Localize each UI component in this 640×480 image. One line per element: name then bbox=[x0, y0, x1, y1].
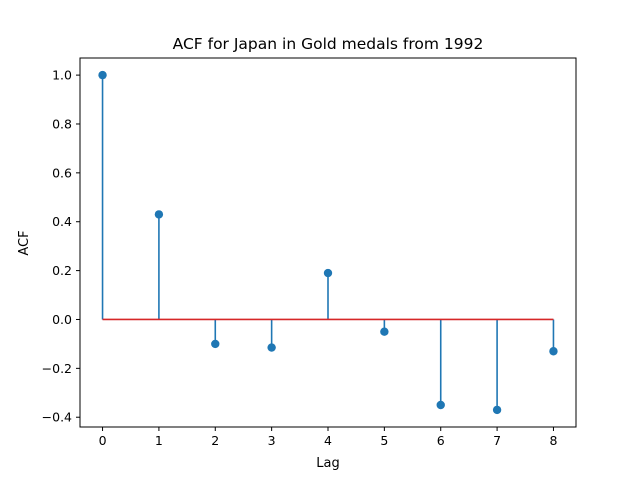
y-tick-label: −0.4 bbox=[42, 410, 72, 425]
stem-marker bbox=[549, 347, 558, 356]
stem-marker bbox=[492, 405, 502, 415]
x-tick-label: 6 bbox=[437, 433, 445, 448]
plot-area: 0 1 2 3 4 5 6 7 8 −0.4 −0.2 0.0 0.2 0.4 0.6 0.8 1.0 bbox=[42, 68, 558, 448]
stem-marker bbox=[98, 70, 107, 80]
y-tick-label: 0.0 bbox=[52, 312, 72, 327]
x-tick-label: 4 bbox=[324, 433, 332, 448]
x-tick-label: 5 bbox=[380, 433, 388, 448]
stem-marker bbox=[323, 268, 333, 278]
x-tick-label: 7 bbox=[493, 433, 501, 448]
chart-title: ACF for Japan in Gold medals from 1992 bbox=[173, 35, 484, 53]
x-tick-label: 3 bbox=[268, 433, 276, 448]
y-tick-label: 0.2 bbox=[52, 263, 72, 278]
stem-marker bbox=[267, 343, 276, 352]
x-axis-label: Lag bbox=[316, 456, 339, 471]
y-tick-label: −0.2 bbox=[42, 361, 72, 376]
stem-marker bbox=[211, 339, 220, 349]
y-tick-label: 0.6 bbox=[52, 165, 72, 180]
y-tick-label: 0.4 bbox=[52, 214, 72, 229]
plot-frame bbox=[79, 57, 577, 428]
x-tick-label: 1 bbox=[155, 433, 163, 448]
x-tick-label: 2 bbox=[211, 433, 219, 448]
stem-marker bbox=[154, 210, 164, 219]
y-tick-label: 0.8 bbox=[52, 116, 72, 131]
x-tick-label: 8 bbox=[549, 433, 557, 448]
y-axis-label: ACF bbox=[17, 230, 32, 255]
stem-marker bbox=[436, 400, 445, 410]
x-tick-label: 0 bbox=[99, 433, 107, 448]
stem-marker bbox=[380, 327, 389, 336]
y-tick-label: 1.0 bbox=[52, 68, 72, 83]
